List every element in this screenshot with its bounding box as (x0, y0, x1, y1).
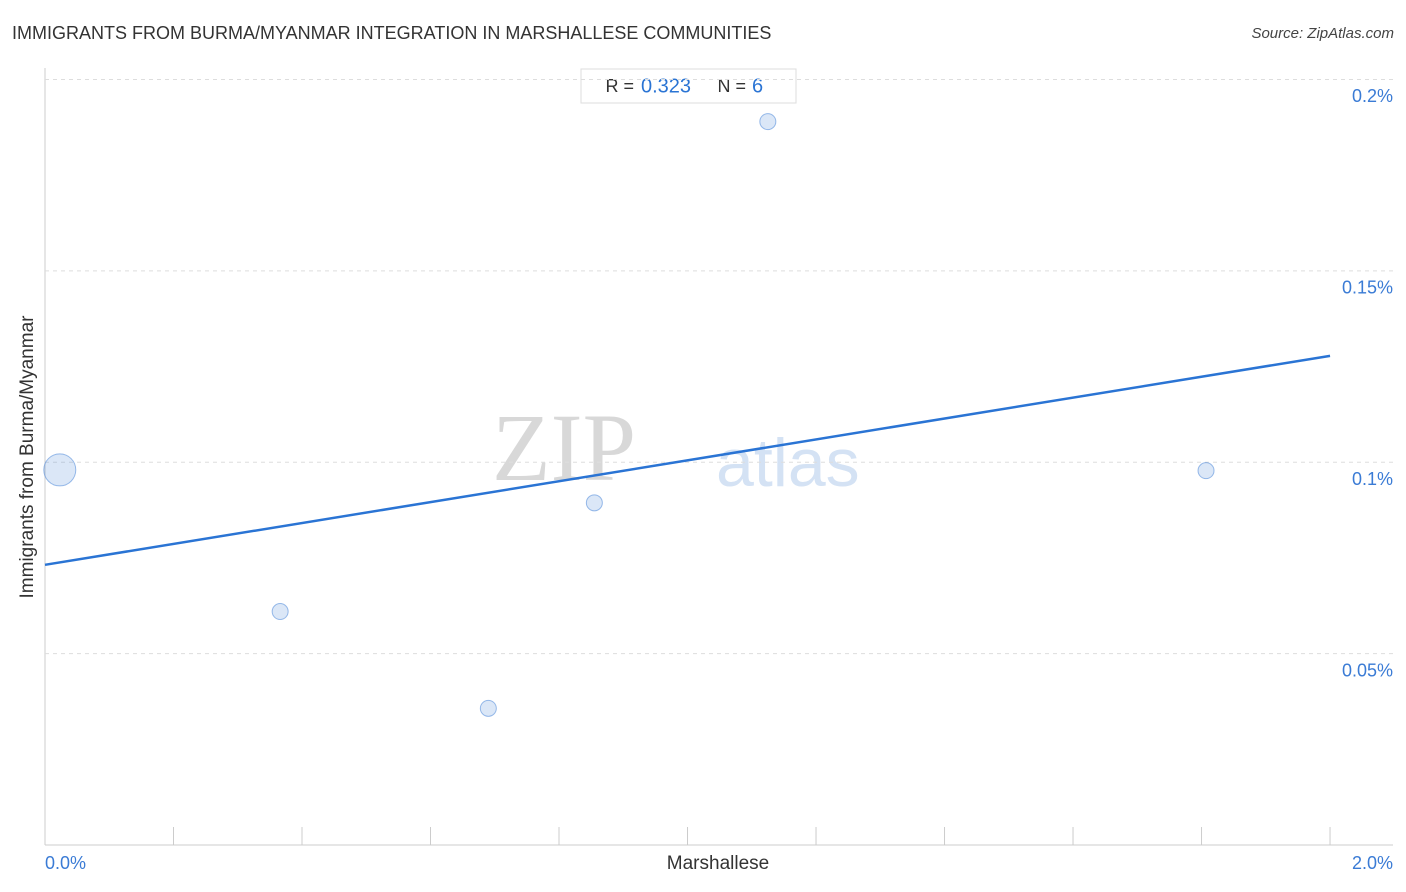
x-tick-label: 0.0% (45, 853, 86, 873)
source: Source: ZipAtlas.com (1251, 25, 1394, 42)
stats-label: N = (717, 76, 746, 96)
y-tick-label: 0.15% (1342, 278, 1393, 298)
stats-value: 6 (752, 75, 763, 97)
y-tick-label: 0.05% (1342, 660, 1393, 680)
watermark: atlas (716, 425, 860, 501)
point (585, 494, 603, 512)
y-axis-label: Immigrants from Burma/Myanmar (17, 315, 38, 599)
point (271, 603, 289, 621)
chart-title: IMMIGRANTS FROM BURMA/MYANMAR INTEGRATIO… (12, 23, 771, 43)
stats-value: 0.323 (641, 75, 691, 97)
stats-label: R = (605, 76, 634, 96)
x-axis-label: Marshallese (667, 853, 769, 874)
trend-line (44, 354, 1331, 567)
x-tick-label: 2.0% (1352, 853, 1393, 873)
watermark: ZIP (492, 394, 636, 501)
point (43, 453, 77, 487)
point (479, 699, 497, 717)
stats-box (580, 68, 797, 104)
point (1197, 462, 1215, 480)
y-tick-label: 0.2% (1352, 86, 1393, 106)
point (759, 113, 777, 131)
y-tick-label: 0.1% (1352, 469, 1393, 489)
